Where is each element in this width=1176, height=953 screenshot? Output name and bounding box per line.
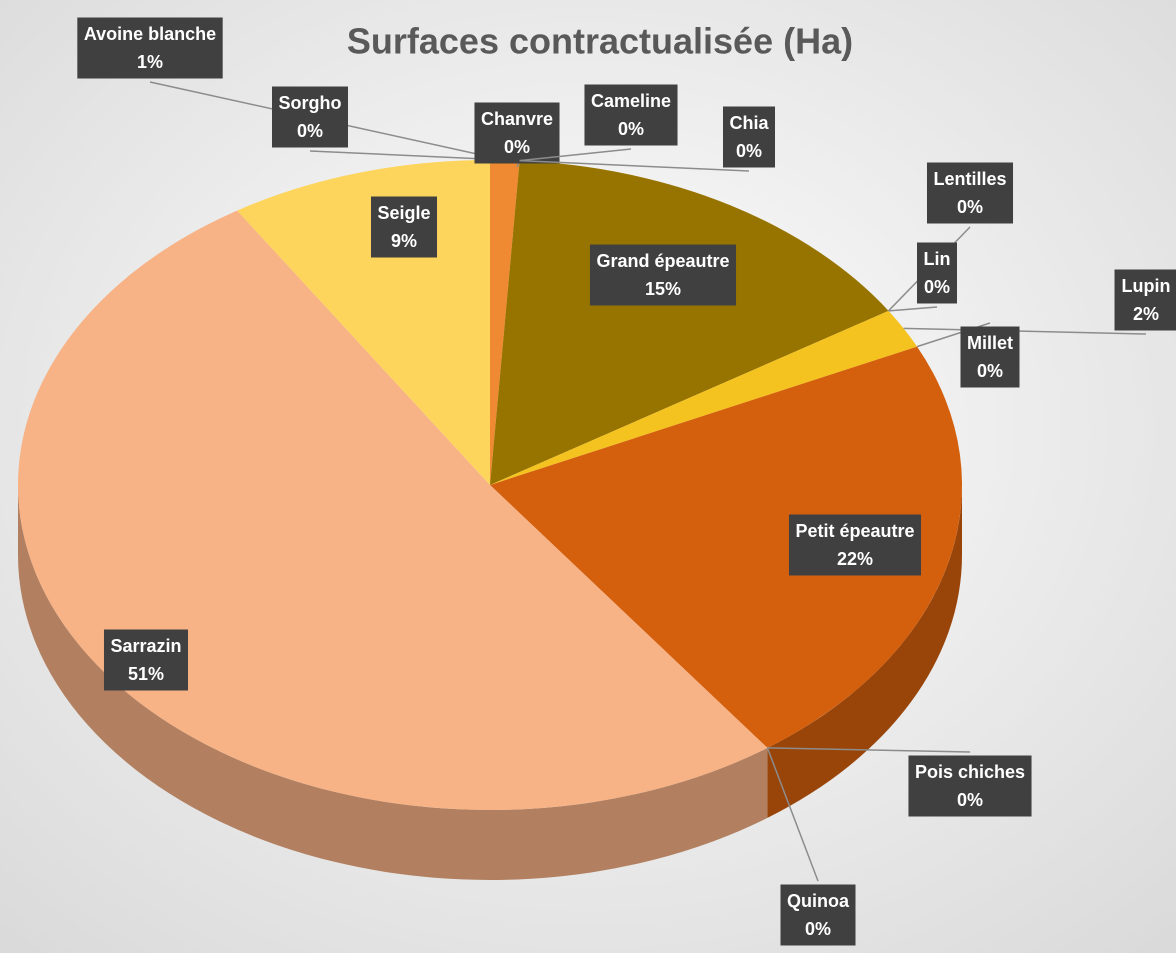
label-box bbox=[908, 755, 1032, 817]
label-name: Millet bbox=[967, 333, 1013, 353]
label-name: Grand épeautre bbox=[596, 251, 729, 271]
label-value: 0% bbox=[977, 361, 1003, 381]
label-name: Lin bbox=[924, 249, 951, 269]
label-name: Quinoa bbox=[787, 891, 850, 911]
label-value: 0% bbox=[297, 121, 323, 141]
label-name: Avoine blanche bbox=[84, 24, 216, 44]
leader-line bbox=[766, 747, 819, 882]
label-value: 22% bbox=[837, 549, 873, 569]
label-value: 2% bbox=[1133, 304, 1159, 324]
data-label: Lentilles 0% bbox=[887, 162, 1014, 312]
label-value: 0% bbox=[618, 119, 644, 139]
data-label: Lupin 2% bbox=[903, 269, 1176, 335]
label-name: Lentilles bbox=[933, 169, 1006, 189]
slice bbox=[490, 346, 962, 748]
label-name: Chanvre bbox=[481, 109, 553, 129]
label-box bbox=[272, 86, 348, 148]
data-label: Millet 0% bbox=[916, 322, 1020, 388]
label-box bbox=[917, 242, 957, 304]
label-box bbox=[722, 106, 776, 168]
leader-line bbox=[903, 327, 1147, 335]
label-value: 0% bbox=[736, 141, 762, 161]
label-value: 15% bbox=[645, 279, 681, 299]
chart-title: Surfaces contractualisée (Ha) bbox=[347, 21, 853, 62]
label-box bbox=[780, 884, 856, 946]
label-name: Seigle bbox=[377, 203, 430, 223]
label-name: Lupin bbox=[1122, 276, 1171, 296]
data-label: Petit épeautre 22% bbox=[788, 514, 922, 576]
label-box bbox=[926, 162, 1014, 224]
data-label: Quinoa 0% bbox=[766, 747, 856, 946]
label-name: Chia bbox=[729, 113, 769, 133]
label-box bbox=[474, 102, 560, 164]
label-box bbox=[960, 326, 1020, 388]
label-value: 51% bbox=[128, 664, 164, 684]
label-value: 1% bbox=[137, 52, 163, 72]
slice-side bbox=[18, 485, 768, 880]
label-name: Petit épeautre bbox=[795, 521, 914, 541]
pie-top bbox=[18, 160, 962, 810]
label-name: Sorgho bbox=[279, 93, 342, 113]
label-value: 0% bbox=[924, 277, 950, 297]
label-box bbox=[584, 84, 678, 146]
label-value: 0% bbox=[957, 790, 983, 810]
slice bbox=[490, 310, 918, 485]
label-name: Pois chiches bbox=[915, 762, 1025, 782]
data-label: Pois chiches 0% bbox=[767, 747, 1032, 817]
data-label: Chanvre 0% bbox=[474, 102, 560, 168]
data-label: Sarrazin 51% bbox=[103, 629, 189, 691]
slice-side bbox=[767, 485, 962, 818]
data-label: Lin 0% bbox=[888, 242, 957, 312]
leader-line bbox=[519, 148, 632, 162]
slice bbox=[18, 210, 768, 810]
label-value: 0% bbox=[805, 919, 831, 939]
data-label: Chia 0% bbox=[519, 106, 776, 172]
label-box bbox=[1114, 269, 1176, 331]
label-name: Sarrazin bbox=[110, 636, 181, 656]
label-box bbox=[589, 244, 737, 306]
label-name: Cameline bbox=[591, 91, 671, 111]
slice bbox=[490, 160, 520, 485]
label-box bbox=[77, 17, 223, 79]
label-box bbox=[370, 196, 438, 258]
slice bbox=[490, 160, 889, 486]
label-box bbox=[103, 629, 189, 691]
label-box bbox=[788, 514, 922, 576]
data-label: Cameline 0% bbox=[519, 84, 678, 162]
leader-line bbox=[888, 306, 938, 312]
label-value: 9% bbox=[391, 231, 417, 251]
leader-line bbox=[519, 159, 750, 172]
label-value: 0% bbox=[957, 197, 983, 217]
data-label: Grand épeautre 15% bbox=[589, 244, 737, 306]
data-label: Seigle 9% bbox=[370, 196, 438, 258]
label-value: 0% bbox=[504, 137, 530, 157]
pie-sides bbox=[18, 485, 962, 880]
leader-line bbox=[767, 747, 971, 753]
